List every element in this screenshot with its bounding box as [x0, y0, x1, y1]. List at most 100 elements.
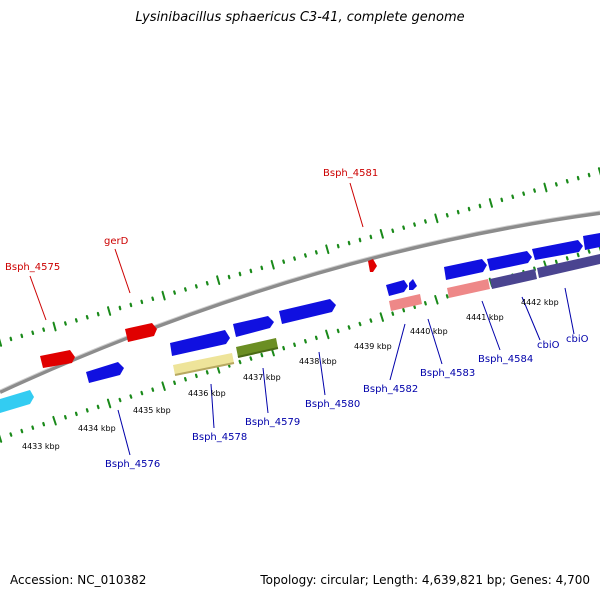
minor-tick [42, 421, 46, 427]
minor-tick [282, 345, 286, 351]
major-tick [0, 434, 3, 443]
minor-tick [205, 281, 209, 286]
kbp-label: 4434 kbp [78, 424, 116, 433]
major-tick [325, 329, 330, 340]
major-tick [325, 244, 330, 255]
minor-tick [565, 179, 569, 184]
gene-label-bsph-4581[interactable]: Bsph_4581 [323, 168, 378, 179]
gene-label-cbio-1[interactable]: cbiO [537, 340, 560, 351]
minor-tick [74, 411, 78, 417]
minor-tick [20, 333, 24, 339]
minor-tick [391, 228, 395, 233]
minor-tick [576, 175, 580, 181]
kbp-label: 4435 kbp [133, 406, 171, 415]
minor-tick [184, 287, 187, 292]
minor-tick [151, 387, 155, 392]
gene-label-bsph-4579[interactable]: Bsph_4579 [245, 417, 300, 428]
minor-tick [151, 296, 155, 301]
minor-tick [445, 294, 449, 299]
gene-label-gerd[interactable]: gerD [104, 236, 129, 247]
gene-label-bsph-4580[interactable]: Bsph_4580 [305, 399, 360, 410]
major-tick [161, 381, 166, 391]
cds-bar-pink-1[interactable] [389, 294, 422, 311]
map-title: Lysinibacillus sphaericus C3-41, complet… [135, 10, 465, 25]
gene-label-bsph-4578[interactable]: Bsph_4578 [192, 432, 247, 443]
major-tick [216, 275, 221, 285]
minor-tick [31, 425, 35, 430]
gene-arrow-bsph-4575[interactable] [40, 350, 75, 368]
gene-label-bsph-4584[interactable]: Bsph_4584 [478, 354, 533, 365]
minor-tick [478, 203, 482, 209]
minor-tick [173, 380, 176, 385]
minor-tick [304, 339, 307, 344]
minor-tick [424, 219, 427, 224]
kbp-label: 4437 kbp [243, 373, 281, 382]
major-tick [488, 198, 493, 208]
major-tick [434, 213, 439, 224]
minor-tick [369, 318, 373, 323]
gene-arrow-blue-1[interactable] [170, 330, 230, 356]
gene-arrow-blue-end[interactable] [583, 233, 600, 250]
minor-tick [9, 336, 13, 342]
minor-tick [63, 415, 67, 420]
minor-tick [20, 428, 24, 434]
minor-tick [282, 259, 286, 264]
kbp-label: 4441 kbp [466, 313, 504, 322]
cds-bar-purple-1[interactable] [490, 269, 537, 289]
cds-bar-pink-2[interactable] [447, 279, 490, 298]
major-tick [52, 415, 57, 426]
cds-bar-purple-2[interactable] [537, 254, 600, 278]
minor-tick [85, 408, 89, 413]
minor-tick [42, 327, 46, 332]
gene-label-bsph-4576[interactable]: Bsph_4576 [105, 459, 160, 470]
gene-label-bsph-4582[interactable]: Bsph_4582 [363, 384, 418, 395]
minor-tick [445, 213, 449, 218]
gene-arrow-bsph-4582[interactable] [386, 280, 408, 296]
minor-tick [293, 256, 296, 261]
minor-tick [205, 370, 209, 375]
minor-tick [358, 237, 362, 243]
minor-tick [238, 271, 242, 277]
topology-text: Topology: circular; Length: 4,639,821 bp… [260, 573, 590, 587]
minor-tick [554, 259, 558, 265]
major-tick [434, 295, 439, 305]
gene-arrow-bsph-4576[interactable] [86, 362, 124, 383]
kbp-label: 4438 kbp [299, 357, 337, 366]
gene-arrow-bsph-4584[interactable] [444, 259, 487, 280]
gene-arrow-cbio-1[interactable] [487, 251, 532, 271]
minor-tick [260, 265, 264, 271]
minor-tick [467, 206, 471, 212]
minor-tick [74, 318, 78, 323]
minor-tick [314, 335, 318, 341]
gene-arrow-bsph-4581[interactable] [368, 259, 377, 272]
major-tick [52, 321, 57, 332]
label-leader-lines [29, 182, 575, 456]
minor-tick [293, 342, 296, 347]
gene-arrow-gerd[interactable] [125, 323, 157, 342]
kbp-label: 4439 kbp [354, 342, 392, 351]
minor-tick [565, 256, 569, 261]
minor-tick [511, 194, 515, 199]
major-tick [379, 229, 384, 239]
gene-label-cbio-2[interactable]: cbiO [566, 334, 589, 345]
gene-arrow-cyan[interactable] [0, 390, 34, 413]
cds-bar-olive[interactable] [236, 338, 278, 357]
gene-arrow-cbio-2[interactable] [532, 240, 583, 260]
kbp-label: 4436 kbp [188, 389, 226, 398]
minor-tick [194, 373, 198, 379]
minor-tick [184, 377, 187, 382]
gene-label-bsph-4575[interactable]: Bsph_4575 [5, 262, 60, 273]
kbp-label: 4440 kbp [410, 327, 448, 336]
minor-tick [500, 197, 504, 203]
gene-arrow-bsph-4583[interactable] [409, 279, 417, 290]
gene-arrow-bsph-4580[interactable] [279, 299, 336, 324]
minor-tick [118, 397, 122, 403]
minor-tick [9, 432, 13, 437]
gene-arrow-blue-2[interactable] [233, 316, 274, 337]
minor-tick [249, 268, 253, 274]
cds-bar-yellow[interactable] [173, 353, 234, 375]
major-tick [379, 312, 384, 322]
minor-tick [260, 352, 264, 358]
gene-label-bsph-4583[interactable]: Bsph_4583 [420, 368, 475, 379]
